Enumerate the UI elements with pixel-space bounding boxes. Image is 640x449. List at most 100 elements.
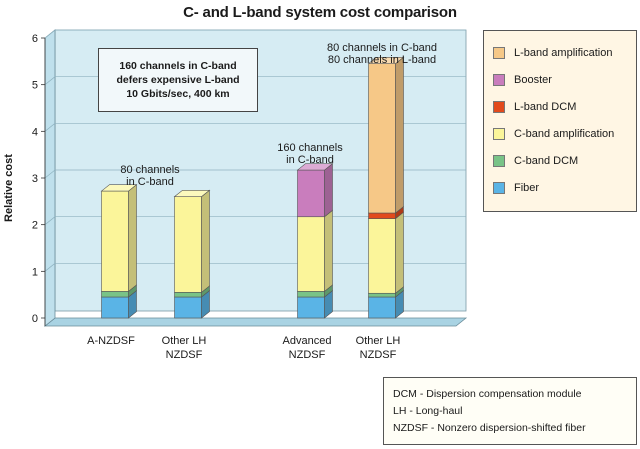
x-category-label-line: NZDSF (288, 349, 326, 361)
legend-swatch (493, 182, 505, 194)
x-category-label: Advanced NZDSF (283, 334, 332, 362)
bar-segment (297, 209, 333, 293)
bar-top-face (173, 189, 211, 197)
bar-segment (368, 211, 404, 294)
bar-front-face (174, 196, 202, 293)
chart-floor (43, 317, 468, 327)
abbreviation-line: LH - Long-haul (393, 404, 463, 417)
y-tick-label: 2 (32, 220, 38, 232)
bar-front-face (101, 190, 129, 292)
legend-swatch (493, 101, 505, 113)
legend-label: L-band amplification (514, 47, 613, 59)
chart-annotation-line: 160 channels (277, 142, 343, 154)
x-category-label-line: A-NZDSF (87, 335, 135, 347)
chart-annotation: 80 channels in C-band (120, 164, 179, 188)
bar-front-face (174, 292, 202, 298)
chart-annotation: 160 channels in C-band (277, 142, 342, 166)
legend-item: Fiber (493, 180, 539, 196)
note-line: 160 channels in C-band (119, 60, 237, 72)
bar-segment (297, 289, 333, 319)
y-tick-label: 0 (32, 313, 38, 325)
note-line: defers expensive L-band (116, 74, 240, 86)
legend: L-band amplification Booster L-band DCM C-b… (483, 30, 637, 212)
chart-annotation-line: 80 channels (120, 164, 180, 176)
gridline (44, 169, 56, 179)
legend-label: C-band DCM (514, 155, 579, 167)
abbreviation-line: DCM - Dispersion compensation module (393, 387, 582, 400)
chart-side-wall (44, 29, 56, 327)
bar-segment (368, 56, 404, 214)
bar-front-face (368, 218, 396, 294)
chart-annotation-line: 80 channels in C-band (326, 42, 438, 54)
bar-top-face (100, 184, 138, 192)
bar-front-face (297, 169, 325, 218)
x-category-label: Other LH NZDSF (356, 334, 401, 362)
bar-front-face (297, 216, 325, 292)
bar-side-face (128, 184, 137, 293)
chart-title: C- and L-band system cost comparison (183, 4, 457, 21)
y-tick-label: 3 (32, 173, 38, 185)
x-category-label-line: Other LH (355, 335, 401, 347)
bar-segment (174, 189, 210, 293)
y-tick-label: 6 (32, 33, 38, 45)
legend-label: Fiber (514, 182, 540, 194)
chart-annotation-line: 80 channels in L-band (327, 54, 437, 66)
gridline (44, 263, 56, 272)
bar-front-face (368, 63, 396, 214)
bar-side-face (324, 163, 333, 218)
bar-front-face (368, 296, 396, 319)
legend-item: Booster (493, 72, 552, 88)
bar-front-face (297, 296, 325, 319)
legend-swatch (493, 155, 505, 167)
bar-side-face (395, 211, 404, 294)
bar-segment (101, 184, 137, 293)
abbreviation-box: DCM - Dispersion compensation module LH … (383, 377, 637, 445)
legend-item: L-band DCM (493, 99, 576, 115)
x-category-label-line: Advanced (282, 335, 332, 347)
legend-item: C-band amplification (493, 126, 614, 142)
legend-label: Booster (514, 74, 552, 86)
chart-annotation: 80 channels in C-band 80 channels in L-ba… (327, 42, 437, 66)
bar-segment (101, 289, 137, 319)
legend-swatch (493, 47, 505, 59)
y-tick-label: 4 (32, 126, 38, 138)
bar-front-face (174, 296, 202, 319)
chart-annotation-line: in C-band (286, 154, 334, 166)
bar-segment (368, 289, 404, 319)
bar-side-face (395, 56, 404, 214)
legend-item: L-band amplification (493, 45, 612, 61)
legend-swatch (493, 128, 505, 140)
y-axis-label: Relative cost (3, 154, 15, 222)
bar-front-face (368, 292, 396, 298)
x-category-label: Other LH NZDSF (162, 334, 207, 362)
legend-label: L-band DCM (514, 101, 577, 113)
x-category-label: A-NZDSF (87, 334, 135, 348)
bar-top-face (367, 56, 405, 64)
bar-side-face (324, 209, 333, 293)
abbreviation-line: NZDSF - Nonzero dispersion-shifted fiber (393, 421, 586, 434)
y-tick-label: 5 (32, 80, 38, 92)
note-line: 10 Gbits/sec, 400 km (126, 88, 230, 100)
bar-front-face (101, 296, 129, 319)
y-tick-label: 1 (32, 266, 38, 278)
note-box: 160 channels in C-band defers expensive … (98, 48, 258, 112)
gridline (44, 76, 56, 85)
gridline (44, 29, 56, 39)
bar-front-face (368, 212, 396, 219)
bar-front-face (297, 291, 325, 298)
bar-side-face (201, 189, 210, 293)
x-category-label-line: NZDSF (165, 349, 203, 361)
chart-annotation-line: in C-band (126, 176, 174, 188)
gridline (44, 123, 56, 132)
legend-label: C-band amplification (514, 128, 615, 140)
bar-segment (174, 289, 210, 319)
legend-swatch (493, 74, 505, 86)
x-category-label-line: Other LH (161, 335, 207, 347)
gridline (44, 216, 56, 225)
bar-top-face (296, 163, 334, 171)
bar-segment (297, 163, 333, 218)
bar-front-face (101, 291, 129, 298)
x-category-label-line: NZDSF (359, 349, 397, 361)
legend-item: C-band DCM (493, 153, 578, 169)
